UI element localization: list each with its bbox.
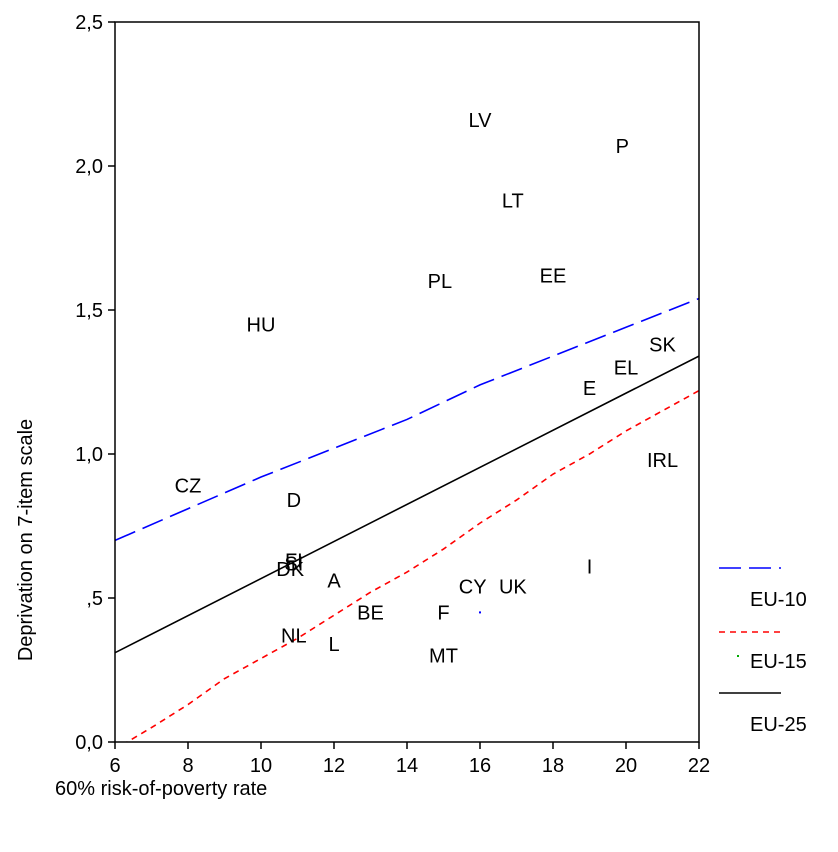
point-label-d: D	[287, 490, 301, 512]
point-label-pl: PL	[428, 271, 452, 293]
regression-lines	[115, 297, 699, 742]
y-tick-label: 2,0	[75, 156, 103, 178]
x-tick-label: 16	[469, 755, 491, 777]
x-tick-label: 20	[615, 755, 637, 777]
point-label-fi: FI	[285, 551, 303, 573]
eu-15-line	[125, 389, 699, 742]
point-label-irl: IRL	[647, 450, 678, 472]
point-label-e: E	[583, 378, 596, 400]
x-axis: 6 8 10 12 14 16 18 20 22	[109, 742, 710, 777]
point-label-be: BE	[357, 602, 384, 624]
x-tick-label: 6	[109, 755, 120, 777]
x-tick-label: 18	[542, 755, 564, 777]
point-label-lt: LT	[502, 191, 524, 213]
plot-frame	[114, 21, 700, 743]
y-tick-label: 1,0	[75, 444, 103, 466]
point-label-el: EL	[614, 358, 638, 380]
point-label-i: I	[587, 556, 593, 578]
y-axis-title: Deprivation on 7-item scale	[15, 419, 37, 661]
eu-25-line	[115, 355, 699, 654]
point-label-dk: DK	[276, 559, 304, 581]
legend-label-eu-15: EU-15	[750, 651, 807, 673]
point-label-nl: NL	[281, 625, 307, 647]
legend-label-eu-10: EU-10	[750, 589, 807, 611]
x-tick-label: 8	[182, 755, 193, 777]
eu-10-line	[115, 297, 699, 542]
point-label-uk: UK	[499, 576, 527, 598]
point-label-lv: LV	[469, 110, 493, 132]
legend: EU-10 EU-15 EU-25	[719, 567, 807, 736]
point-label-cz: CZ	[175, 476, 202, 498]
x-tick-label: 14	[396, 755, 418, 777]
x-tick-label: 10	[250, 755, 272, 777]
y-tick-label: 1,5	[75, 300, 103, 322]
point-label-cy: CY	[459, 576, 487, 598]
point-label-l: L	[328, 634, 339, 656]
legend-label-eu-25: EU-25	[750, 714, 807, 736]
x-axis-title: 60% risk-of-poverty rate	[55, 778, 267, 800]
point-label-si: SI	[284, 553, 303, 575]
point-label-f: F	[437, 602, 449, 624]
y-tick-label: ,5	[86, 588, 103, 610]
data-marker	[479, 611, 481, 614]
y-tick-label: 0,0	[75, 732, 103, 754]
point-label-ee: EE	[540, 265, 567, 287]
legend-marker-dot	[737, 655, 739, 657]
x-tick-label: 12	[323, 755, 345, 777]
x-tick-label: 22	[688, 755, 710, 777]
point-label-hu: HU	[247, 314, 276, 336]
y-tick-label: 2,5	[75, 12, 103, 34]
point-label-a: A	[327, 571, 341, 593]
point-label-p: P	[616, 136, 629, 158]
y-axis: 0,0 ,5 1,0 1,5 2,0 2,5	[75, 12, 115, 754]
point-label-sk: SK	[649, 335, 676, 357]
point-label-mt: MT	[429, 646, 458, 668]
